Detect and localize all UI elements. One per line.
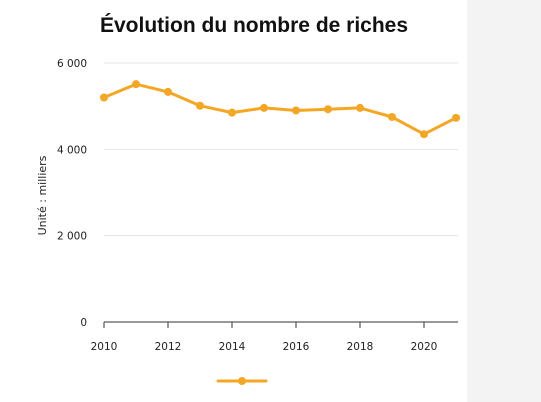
- page-background-strip: [467, 0, 541, 402]
- chart-title: Évolution du nombre de riches: [100, 14, 409, 37]
- x-tick-label: 2020: [411, 341, 438, 353]
- x-tick-label: 2010: [91, 341, 118, 353]
- data-point: [388, 112, 396, 121]
- data-point: [324, 105, 332, 114]
- data-point: [452, 113, 460, 122]
- chart-card: Évolution du nombre de riches 0 2 000 4 00…: [36, 14, 460, 385]
- y-axis-title: Unité : milliers: [36, 155, 49, 235]
- line-chart: 0 2 000 4 000 6 000 2010 2012 2014 2016 2018 2020…: [36, 58, 460, 385]
- x-tick-label: 2014: [219, 341, 246, 353]
- data-point: [356, 103, 364, 112]
- y-tick-label: 2 000: [57, 231, 87, 243]
- y-tick-label: 4 000: [57, 144, 87, 156]
- data-point: [420, 130, 428, 139]
- y-tick-label: 6 000: [57, 58, 87, 70]
- data-point: [164, 87, 172, 96]
- data-point: [132, 80, 140, 89]
- data-point: [292, 106, 300, 115]
- y-tick-label: 0: [80, 317, 87, 329]
- data-point: [260, 103, 268, 112]
- data-point: [228, 108, 236, 117]
- data-point: [196, 101, 204, 110]
- x-tick-label: 2012: [155, 341, 182, 353]
- data-point: [100, 93, 108, 102]
- x-tick-label: 2016: [283, 341, 310, 353]
- series-line: [102, 82, 458, 136]
- x-tick-label: 2018: [347, 341, 374, 353]
- legend-marker-symbol: [238, 377, 246, 385]
